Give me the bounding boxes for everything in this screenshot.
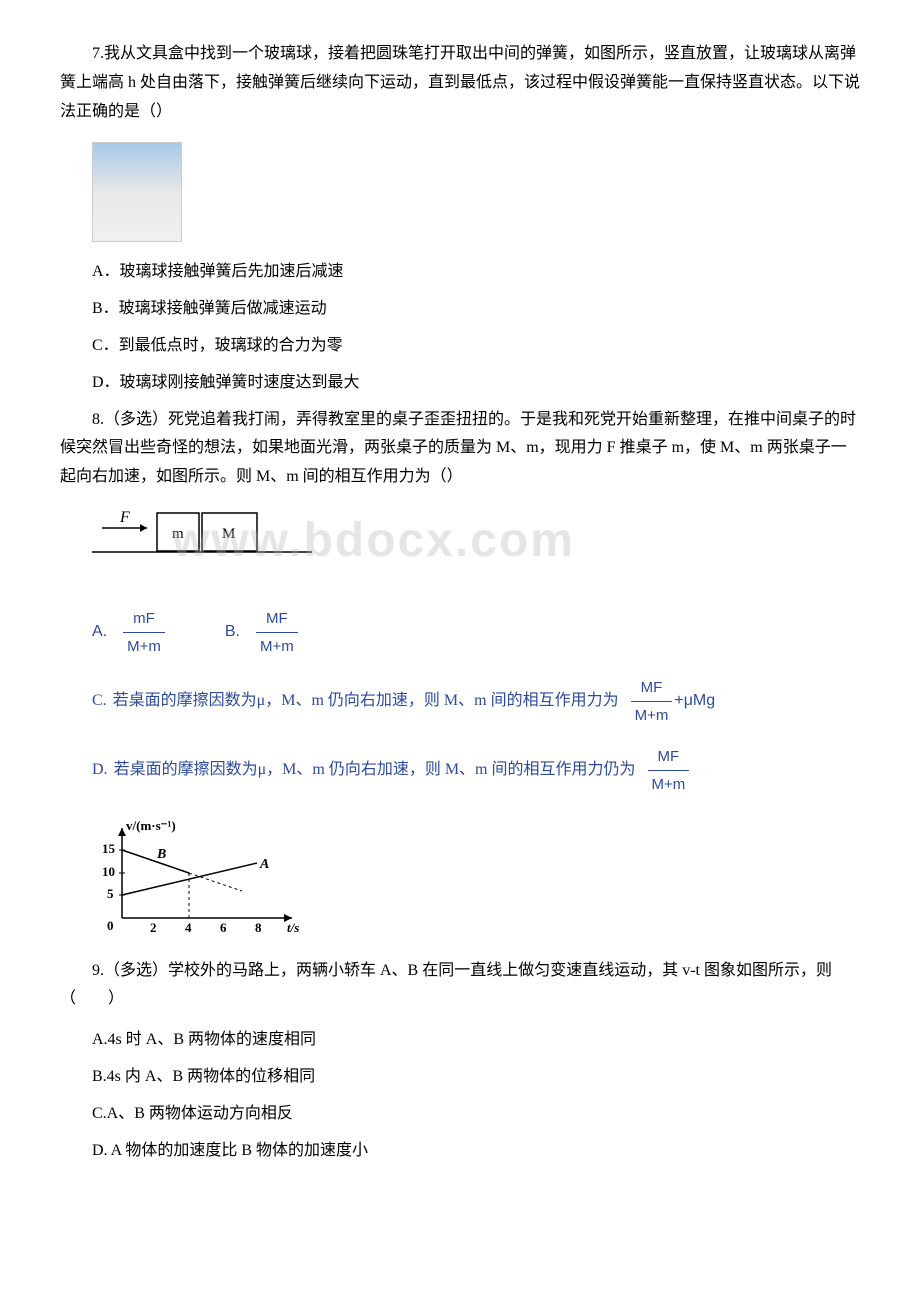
svg-text:8: 8 (255, 920, 262, 935)
q7-figure (92, 142, 182, 242)
box-m-label: m (172, 526, 184, 542)
svg-text:15: 15 (102, 841, 116, 856)
box-M-label: M (222, 526, 235, 542)
q9-chart: v/(m·s⁻¹) 15 10 5 0 2 4 6 8 t/s A B (92, 818, 860, 949)
force-label: F (119, 509, 130, 526)
q8-options-ab: A. mFM+m B. MFM+m (92, 605, 860, 660)
svg-text:10: 10 (102, 864, 115, 879)
q7-option-c: C．到最低点时，玻璃球的合力为零 (60, 332, 860, 361)
chart-line-b-label: B (156, 847, 166, 862)
svg-text:t/s: t/s (287, 920, 299, 935)
svg-text:5: 5 (107, 886, 114, 901)
q7-option-b: B．玻璃球接触弹簧后做减速运动 (60, 295, 860, 324)
q9-option-d: D. A 物体的加速度比 B 物体的加速度小 (60, 1137, 860, 1166)
q8-option-d: D. 若桌面的摩擦因数为μ，M、m 仍向右加速，则 M、m 间的相互作用力仍为 … (92, 743, 860, 798)
q7-option-d: D．玻璃球刚接触弹簧时速度达到最大 (60, 369, 860, 398)
chart-line-a-label: A (259, 857, 269, 872)
svg-text:6: 6 (220, 920, 227, 935)
q8-diagram: www.bdocx.com F m M (92, 508, 860, 589)
q8-text: 8.（多选）死党追着我打闹，弄得教室里的桌子歪歪扭扭的。于是我和死党开始重新整理… (60, 406, 860, 492)
q8-option-a: A. mFM+m (92, 605, 165, 660)
q9-text: 9.（多选）学校外的马路上，两辆小轿车 A、B 在同一直线上做匀变速直线运动，其… (60, 957, 860, 1015)
q8-option-b: B. MFM+m (225, 605, 298, 660)
chart-ylabel: v/(m·s⁻¹) (126, 818, 176, 833)
q7-option-a: A．玻璃球接触弹簧后先加速后减速 (60, 258, 860, 287)
q9-option-a: A.4s 时 A、B 两物体的速度相同 (60, 1026, 860, 1055)
q8-option-c: C. 若桌面的摩擦因数为μ，M、m 仍向右加速，则 M、m 间的相互作用力为 M… (92, 674, 860, 729)
svg-text:0: 0 (107, 918, 114, 933)
q7-text: 7.我从文具盒中找到一个玻璃球，接着把圆珠笔打开取出中间的弹簧，如图所示，竖直放… (60, 40, 860, 126)
q9-option-c: C.A、B 两物体运动方向相反 (60, 1100, 860, 1129)
svg-text:4: 4 (185, 920, 192, 935)
q9-option-b: B.4s 内 A、B 两物体的位移相同 (60, 1063, 860, 1092)
svg-text:2: 2 (150, 920, 157, 935)
